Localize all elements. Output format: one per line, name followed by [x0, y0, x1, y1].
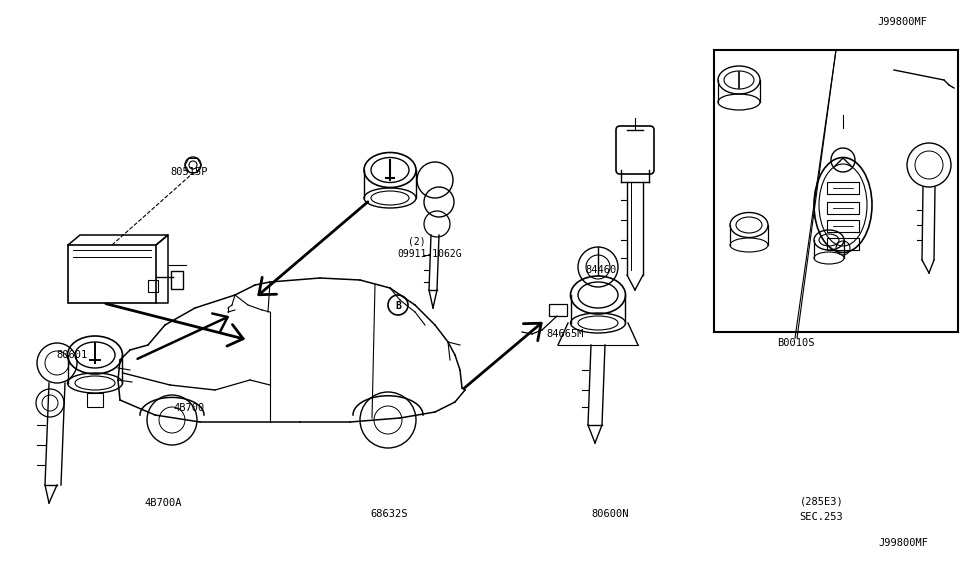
Bar — [68, 245, 156, 303]
Bar — [827, 182, 859, 194]
Bar — [148, 280, 158, 292]
Bar — [827, 220, 859, 232]
Bar — [87, 393, 103, 407]
Bar — [827, 202, 859, 214]
Text: 84460: 84460 — [585, 265, 616, 275]
Text: (2): (2) — [408, 237, 425, 247]
Text: 80601: 80601 — [57, 350, 88, 360]
Text: J99800MF: J99800MF — [878, 17, 927, 27]
Text: 4B700A: 4B700A — [144, 498, 181, 508]
Text: B: B — [395, 301, 401, 311]
Bar — [827, 238, 859, 250]
Text: J99800MF: J99800MF — [878, 538, 928, 548]
Text: SEC.253: SEC.253 — [800, 512, 843, 522]
Text: 80515P: 80515P — [171, 167, 208, 177]
Bar — [714, 50, 958, 332]
Text: 4B700: 4B700 — [174, 403, 205, 413]
Bar — [171, 271, 183, 289]
Text: (285E3): (285E3) — [800, 497, 843, 507]
Text: 80600N: 80600N — [592, 509, 629, 520]
Text: B0010S: B0010S — [777, 338, 814, 349]
Text: 84665M: 84665M — [546, 329, 583, 340]
Text: 09911-1062G: 09911-1062G — [398, 249, 462, 259]
Text: 68632S: 68632S — [370, 509, 408, 520]
Bar — [549, 304, 567, 316]
